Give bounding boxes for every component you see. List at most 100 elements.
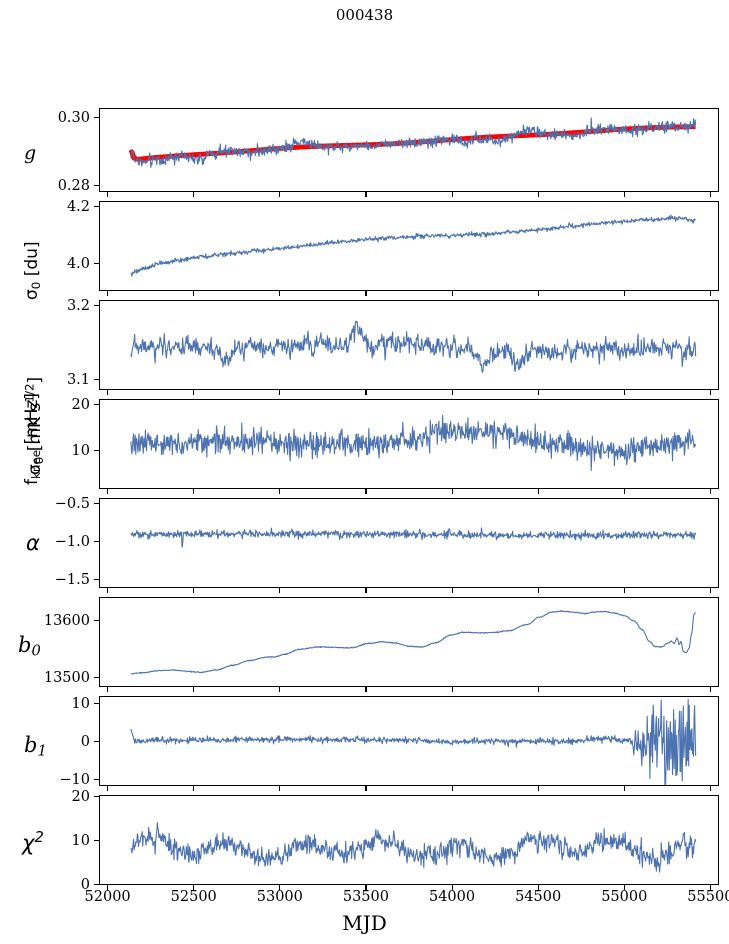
xtick-mark: [709, 786, 711, 791]
panel-g-plot: [128, 117, 698, 169]
panel-b1: [99, 696, 719, 786]
ylabel-alpha: α: [26, 531, 40, 555]
xtick-label: 53500: [342, 889, 389, 905]
xtick-mark: [451, 786, 453, 791]
xtick-mark: [623, 390, 625, 395]
xtick-mark: [107, 489, 109, 494]
ytick-label-p6-10: 10: [71, 696, 90, 712]
ytick-mark: [94, 379, 99, 381]
xtick-mark: [193, 687, 195, 692]
xlabel: MJD: [342, 911, 387, 935]
panel-sigma0-du: [99, 201, 719, 291]
xtick-mark: [193, 192, 195, 197]
xtick-mark: [365, 291, 367, 296]
xtick-mark: [623, 489, 625, 494]
figure-title: 000438: [335, 6, 394, 24]
ytick-mark: [94, 840, 99, 842]
xtick-mark: [365, 687, 367, 692]
panel-g: [99, 108, 719, 192]
ytick-mark: [94, 305, 99, 307]
xtick-mark: [537, 885, 539, 890]
xtick-mark: [537, 192, 539, 197]
xtick-label: 52000: [84, 889, 131, 905]
panel-alpha: [99, 498, 719, 588]
panel-fknee: [99, 399, 719, 489]
xtick-mark: [709, 687, 711, 692]
xtick-mark: [623, 687, 625, 692]
panel-alpha-plot: [130, 527, 697, 548]
xtick-label: 54000: [428, 889, 476, 905]
panel-chi2: [99, 795, 719, 885]
ytick-label-p7-20: 20: [71, 789, 90, 805]
xtick-mark: [279, 390, 281, 395]
xtick-mark: [623, 192, 625, 197]
ytick-mark: [94, 620, 99, 622]
xtick-mark: [623, 885, 625, 890]
ytick-label-p4-m05: −0.5: [54, 496, 90, 512]
panel-fknee-plot: [130, 414, 697, 472]
ytick-mark: [94, 677, 99, 679]
ytick-mark: [94, 703, 99, 705]
ytick-mark: [94, 796, 99, 798]
xtick-mark: [365, 786, 367, 791]
series-fknee: [130, 414, 697, 472]
ytick-label-p1-40: 4.0: [66, 256, 90, 272]
xtick-mark: [451, 390, 453, 395]
xtick-label: 55000: [601, 889, 648, 905]
ytick-mark: [94, 263, 99, 265]
panel-b0-plot: [130, 609, 696, 675]
xtick-mark: [451, 687, 453, 692]
ytick-label-p1-42: 4.2: [66, 199, 90, 215]
xtick-mark: [537, 291, 539, 296]
ytick-label-p5-13500: 13500: [43, 670, 90, 686]
xtick-mark: [537, 687, 539, 692]
ytick-label-p6-0: 0: [80, 734, 90, 750]
series-alpha: [130, 527, 697, 548]
ytick-label-p7-0: 0: [80, 877, 90, 893]
xtick-mark: [709, 390, 711, 395]
xtick-mark: [623, 786, 625, 791]
series-chi2: [130, 822, 697, 873]
series-sigma0-du: [130, 214, 696, 277]
xtick-mark: [537, 588, 539, 593]
xtick-mark: [537, 489, 539, 494]
xtick-mark: [193, 489, 195, 494]
xtick-mark: [193, 885, 195, 890]
xtick-mark: [193, 291, 195, 296]
xtick-mark: [365, 390, 367, 395]
ytick-mark: [94, 541, 99, 543]
xtick-mark: [193, 588, 195, 593]
xtick-mark: [623, 588, 625, 593]
series-g-raw: [130, 117, 697, 169]
ylabel-b0: b0: [18, 633, 41, 660]
ytick-mark: [94, 404, 99, 406]
ytick-label-p0-030: 0.30: [57, 110, 90, 126]
xtick-mark: [365, 489, 367, 494]
xtick-mark: [709, 885, 711, 890]
panel-b1-plot: [130, 698, 697, 785]
xtick-mark: [279, 687, 281, 692]
xtick-mark: [365, 192, 367, 197]
xtick-mark: [107, 192, 109, 197]
xtick-mark: [279, 192, 281, 197]
xtick-mark: [537, 786, 539, 791]
ytick-mark: [94, 117, 99, 119]
ytick-label-p7-10: 10: [71, 833, 90, 849]
series-b1: [130, 698, 697, 785]
panel-sigma0-mk-plot: [130, 320, 697, 373]
ylabel-chi2: χ2: [22, 829, 44, 856]
ytick-mark: [94, 779, 99, 781]
xtick-mark: [279, 588, 281, 593]
panel-b0: [99, 597, 719, 687]
ytick-label-p3-20: 20: [71, 397, 90, 413]
xtick-mark: [623, 291, 625, 296]
xtick-mark: [107, 885, 109, 890]
series-b0: [130, 609, 696, 675]
xtick-mark: [107, 588, 109, 593]
xtick-mark: [451, 489, 453, 494]
ytick-mark: [94, 450, 99, 452]
xtick-mark: [537, 390, 539, 395]
xtick-mark: [451, 588, 453, 593]
xtick-mark: [193, 390, 195, 395]
